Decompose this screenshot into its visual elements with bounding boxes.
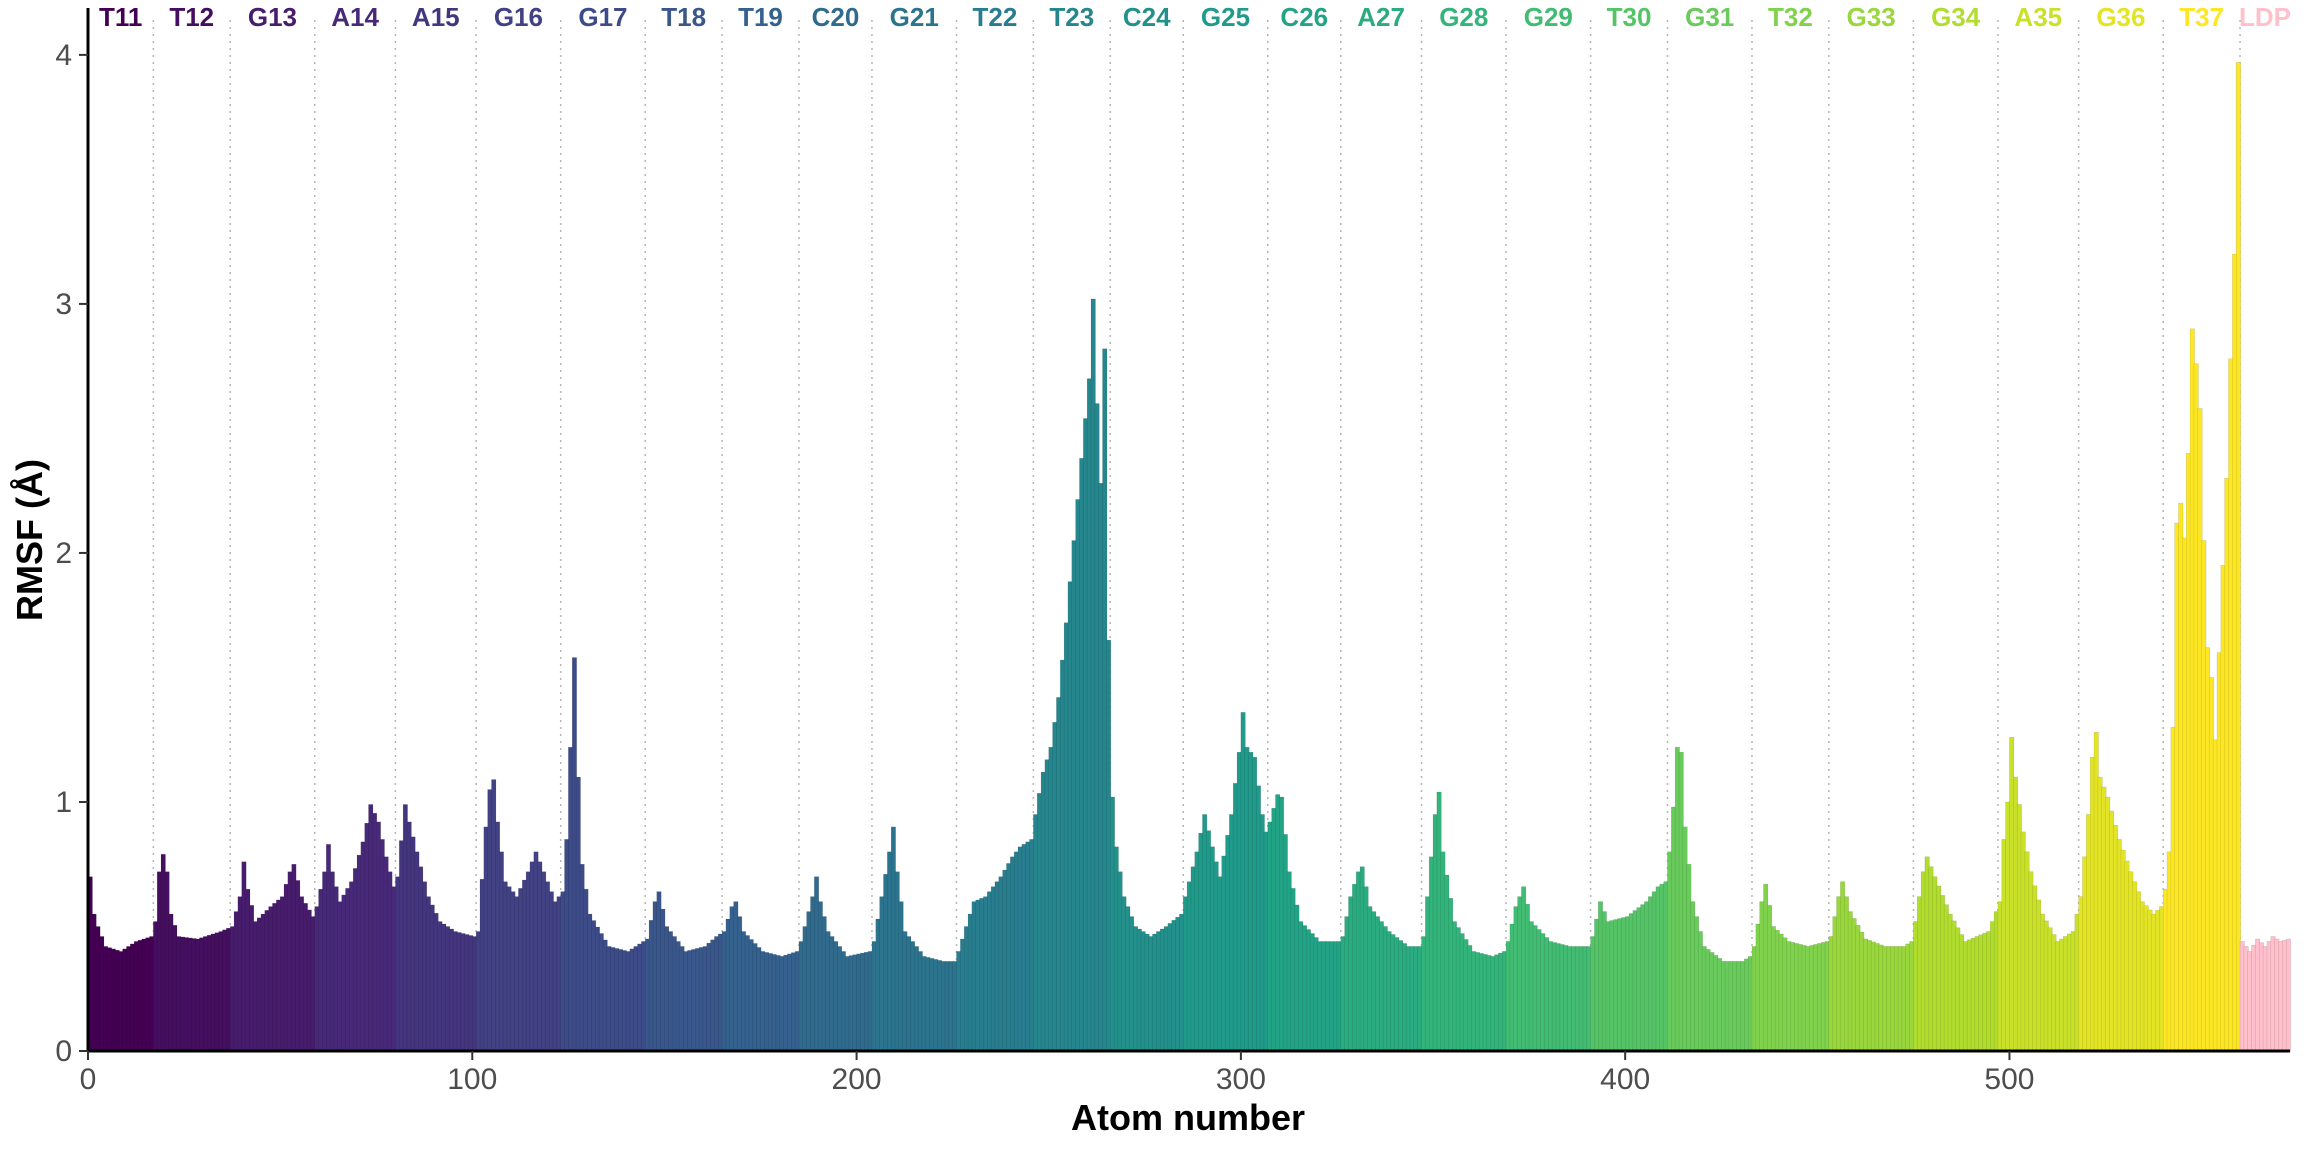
y-tick-label-2: 2 (55, 537, 72, 570)
residue-label-c26: C26 (1280, 2, 1328, 32)
residue-label-a27: A27 (1357, 2, 1405, 32)
y-tick-label-3: 3 (55, 288, 72, 321)
y-tick-label-0: 0 (55, 1035, 72, 1068)
residue-label-g31: G31 (1685, 2, 1734, 32)
x-tick-label-0: 0 (80, 1063, 97, 1096)
x-axis-ticks: 0 100 200 300 400 500 (80, 1051, 2034, 1096)
residue-label-a14: A14 (331, 2, 379, 32)
x-tick-label-200: 200 (832, 1063, 882, 1096)
x-tick-label-500: 500 (1984, 1063, 2034, 1096)
x-tick-label-100: 100 (447, 1063, 497, 1096)
residue-label-ldp: LDP (2239, 2, 2291, 32)
y-axis-title: RMSF (Å) (9, 459, 50, 621)
x-tick-label-300: 300 (1216, 1063, 1266, 1096)
y-tick-label-1: 1 (55, 786, 72, 819)
residue-label-t32: T32 (1768, 2, 1813, 32)
bar-atom-572 (2285, 938, 2291, 1052)
residue-label-t12: T12 (169, 2, 214, 32)
residue-label-t37: T37 (2179, 2, 2224, 32)
residue-labels: T11 T12 G13 A14 A15 G16 G17 T18 T19 C20 G21 T22 T23 C… (99, 2, 2291, 32)
residue-label-t18: T18 (661, 2, 706, 32)
y-axis-ticks: 0 1 2 3 4 (55, 39, 88, 1068)
residue-label-g34: G34 (1931, 2, 1981, 32)
residue-label-g33: G33 (1847, 2, 1896, 32)
residue-label-g21: G21 (890, 2, 939, 32)
axes (86, 8, 2290, 1053)
residue-label-t11: T11 (99, 2, 142, 32)
residue-label-g17: G17 (578, 2, 627, 32)
residue-label-g13: G13 (248, 2, 297, 32)
residue-label-g16: G16 (494, 2, 543, 32)
residue-label-t30: T30 (1607, 2, 1652, 32)
residue-label-t23: T23 (1049, 2, 1094, 32)
residue-label-a35: A35 (2014, 2, 2062, 32)
bar-atom-559 (2235, 62, 2241, 1052)
residue-label-a15: A15 (412, 2, 460, 32)
x-tick-label-400: 400 (1600, 1063, 1650, 1096)
x-axis-title: Atom number (1071, 1097, 1305, 1138)
residue-label-g29: G29 (1524, 2, 1573, 32)
residue-label-g28: G28 (1439, 2, 1488, 32)
residue-label-g25: G25 (1201, 2, 1250, 32)
residue-label-c20: C20 (812, 2, 860, 32)
residue-label-c24: C24 (1123, 2, 1171, 32)
residue-label-t22: T22 (973, 2, 1018, 32)
y-tick-label-4: 4 (55, 39, 72, 72)
bars-group (87, 62, 2291, 1052)
residue-label-t19: T19 (738, 2, 783, 32)
residue-label-g36: G36 (2096, 2, 2145, 32)
